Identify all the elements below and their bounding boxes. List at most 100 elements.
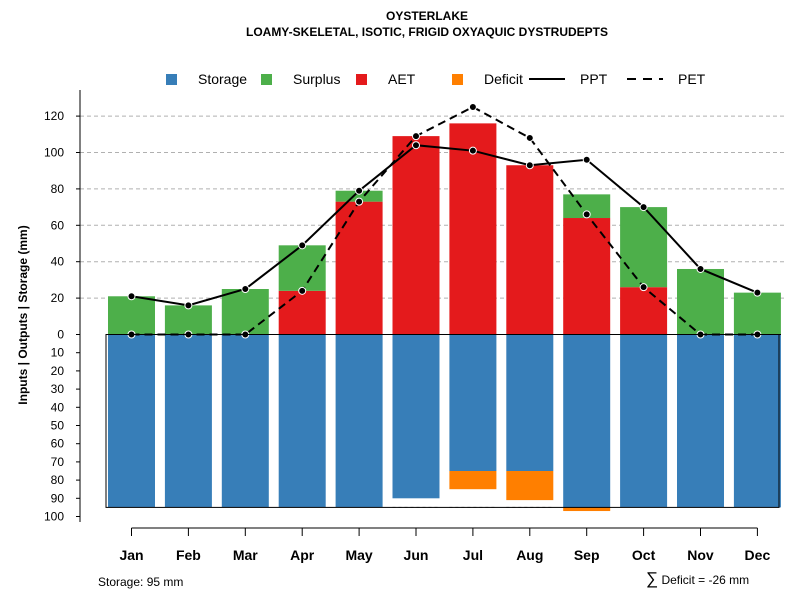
legend-label-aet: AET	[388, 71, 416, 87]
ppt-point	[355, 186, 364, 195]
legend-swatch-deficit	[452, 74, 463, 85]
storage-bar	[221, 334, 269, 508]
deficit-bar	[449, 471, 497, 490]
storage-bar	[733, 334, 781, 508]
storage-bar	[449, 334, 497, 471]
storage-bar	[620, 334, 668, 508]
legend-swatch-storage	[166, 74, 177, 85]
y-tick-label-upper: 80	[51, 182, 65, 196]
deficit-bar	[506, 471, 554, 501]
ppt-point	[753, 288, 762, 297]
x-tick-label: Dec	[745, 547, 771, 563]
deficit-summary: ∑ Deficit = -26 mm	[646, 569, 749, 589]
surplus-bar	[108, 296, 155, 335]
legend-label-ppt: PPT	[580, 71, 608, 87]
legend-swatch-surplus	[261, 74, 272, 85]
legend-swatch-aet	[356, 74, 367, 85]
aet-bar	[506, 165, 554, 335]
surplus-bar	[563, 194, 611, 219]
ppt-point	[127, 292, 136, 301]
aet-bar	[392, 136, 440, 335]
y-tick-label-upper: 20	[51, 291, 65, 305]
ppt-point	[241, 285, 250, 293]
deficit-note: Deficit = -26 mm	[661, 573, 750, 587]
y-axis-label: Inputs | Outputs | Storage (mm)	[16, 225, 30, 404]
surplus-bar	[164, 305, 212, 335]
legend-label-deficit: Deficit	[484, 71, 523, 87]
x-tick-label: May	[345, 547, 372, 563]
storage-note: Storage: 95 mm	[98, 575, 184, 589]
y-tick-label-lower: 90	[51, 491, 65, 505]
surplus-bar	[733, 292, 781, 335]
surplus-bar	[221, 289, 269, 335]
legend: Storage Surplus AET Deficit PPT PET	[166, 71, 706, 87]
y-tick-label-lower: 80	[51, 473, 65, 487]
storage-bar	[506, 334, 554, 471]
ppt-line	[131, 144, 758, 307]
y-tick-label-upper: 40	[51, 255, 65, 269]
ppt-point	[696, 264, 705, 273]
x-tick-label: Oct	[632, 547, 656, 563]
y-tick-label-upper: 120	[44, 109, 64, 123]
storage-capacity-box	[105, 334, 780, 508]
x-tick-label: Jul	[463, 547, 483, 563]
legend-label-pet: PET	[678, 71, 706, 87]
chart-subtitle: LOAMY-SKELETAL, ISOTIC, FRIGID OXYAQUIC …	[246, 25, 608, 39]
pet-point	[298, 286, 307, 295]
ppt-point	[412, 141, 420, 150]
y-tick-label-lower: 70	[51, 455, 65, 469]
y-tick-label-lower: 100	[44, 510, 64, 524]
ppt-point	[639, 203, 648, 212]
y-tick-label-upper: 60	[51, 218, 65, 232]
aet-bar	[620, 287, 668, 335]
y-tick-label-upper: 0	[57, 328, 64, 342]
storage-bar	[278, 334, 326, 508]
y-tick-label-lower: 50	[51, 419, 65, 433]
pet-point	[412, 132, 420, 141]
aet-bar	[335, 201, 383, 335]
x-tick-label: Apr	[290, 547, 315, 563]
pet-point	[525, 133, 534, 142]
y-tick-label-lower: 60	[51, 437, 65, 451]
x-tick-label: Feb	[176, 547, 201, 563]
surplus-bar	[335, 190, 383, 202]
ppt-point	[468, 146, 477, 155]
pet-point	[355, 197, 364, 206]
aet-bar	[563, 218, 611, 335]
x-tick-label: Mar	[233, 547, 258, 563]
storage-bar	[108, 334, 155, 508]
x-tick-label: Nov	[687, 547, 714, 563]
legend-label-surplus: Surplus	[293, 71, 340, 87]
y-tick-label-lower: 10	[51, 346, 65, 360]
aet-bar	[449, 123, 497, 335]
ppt-point	[525, 161, 534, 170]
x-tick-label: Jun	[404, 547, 429, 563]
surplus-bar	[677, 268, 724, 335]
y-tick-label-upper: 100	[44, 146, 64, 160]
storage-bar	[164, 334, 212, 508]
storage-bar	[677, 334, 724, 508]
y-tick-label-lower: 30	[51, 382, 65, 396]
surplus-bar	[278, 245, 326, 291]
pet-point	[582, 210, 591, 219]
ppt-point	[184, 301, 193, 310]
storage-bar	[335, 334, 383, 508]
aet-bar	[278, 290, 326, 335]
pet-point	[639, 283, 648, 292]
pet-point	[468, 103, 477, 111]
ppt-point	[582, 155, 591, 164]
axes: 0 20 40 60 80 100 120 10 20 30 40 50 60 70 80 90 100 Jan F…	[44, 90, 781, 563]
legend-label-storage: Storage	[198, 71, 247, 87]
x-tick-label: Jan	[119, 547, 143, 563]
chart-title: OYSTERLAKE	[386, 9, 468, 23]
x-tick-label: Sep	[574, 547, 600, 563]
sum-symbol: ∑	[646, 569, 659, 588]
y-tick-label-lower: 20	[51, 364, 65, 378]
x-tick-label: Aug	[516, 547, 543, 563]
surplus-bar	[620, 207, 668, 288]
deficit-bar	[563, 507, 611, 512]
storage-bar	[563, 334, 611, 508]
storage-bar	[392, 334, 440, 499]
ppt-point	[298, 241, 307, 250]
